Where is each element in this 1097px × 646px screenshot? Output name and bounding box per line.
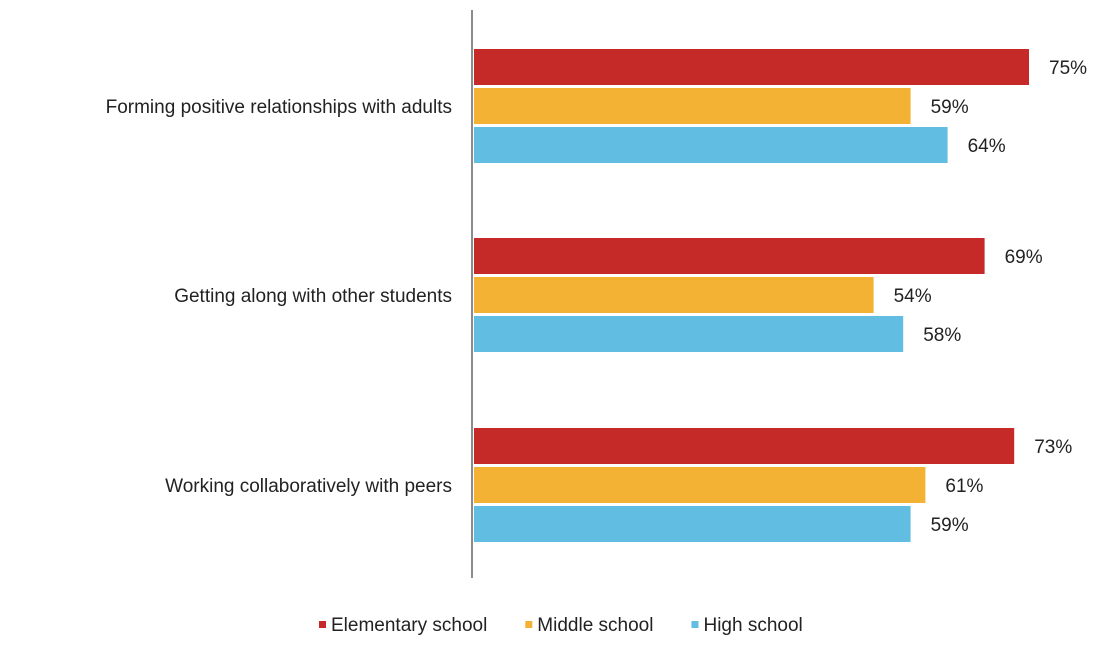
data-label: 64% xyxy=(968,136,1006,157)
data-label: 59% xyxy=(931,515,969,536)
data-label: 58% xyxy=(923,325,961,346)
legend-label: Elementary school xyxy=(331,615,487,636)
data-label: 59% xyxy=(931,97,969,118)
bar xyxy=(474,127,948,163)
legend: Elementary school Middle school High schoo… xyxy=(319,615,803,636)
data-label: 73% xyxy=(1034,437,1072,458)
bar xyxy=(474,467,926,503)
legend-swatch xyxy=(691,621,699,628)
bar xyxy=(474,506,911,542)
legend-swatch xyxy=(525,621,533,628)
bar xyxy=(474,316,904,352)
value-labels: 75% 59% 64% 69% 54% 58% 73% 61% 59% xyxy=(894,58,1088,536)
data-label: 61% xyxy=(945,476,983,497)
data-label: 75% xyxy=(1049,58,1087,79)
bar xyxy=(474,88,911,124)
category-label: Getting along with other students xyxy=(174,286,452,307)
data-label: 69% xyxy=(1005,247,1043,268)
legend-swatch xyxy=(319,621,326,628)
bar xyxy=(474,428,1015,464)
legend-label: High school xyxy=(703,615,802,636)
data-label: 54% xyxy=(894,286,932,307)
category-label: Forming positive relationships with adul… xyxy=(106,97,452,118)
legend-label: Middle school xyxy=(537,615,653,636)
bars-layer xyxy=(474,49,1029,542)
category-label: Working collaboratively with peers xyxy=(165,476,452,497)
bar xyxy=(474,277,874,313)
bar xyxy=(474,49,1029,85)
bar xyxy=(474,238,985,274)
category-labels: Forming positive relationships with adul… xyxy=(106,97,452,497)
